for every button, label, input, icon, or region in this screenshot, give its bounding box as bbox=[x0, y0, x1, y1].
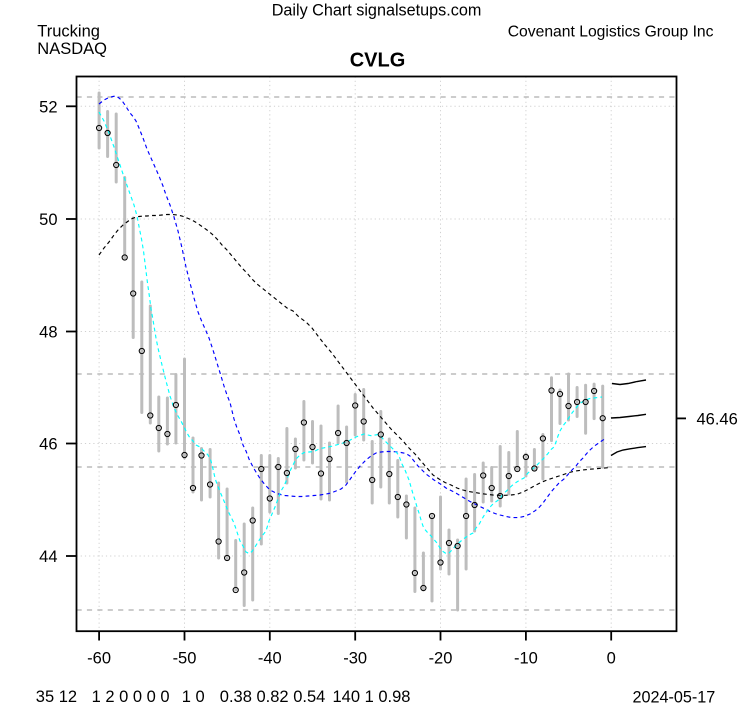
svg-text:0: 0 bbox=[607, 650, 616, 668]
svg-text:Daily Chart signalsetups.com: Daily Chart signalsetups.com bbox=[272, 1, 482, 19]
svg-text:46: 46 bbox=[39, 436, 57, 454]
svg-text:-20: -20 bbox=[429, 650, 453, 668]
svg-text:-30: -30 bbox=[343, 650, 367, 668]
svg-text:Trucking: Trucking bbox=[37, 23, 100, 41]
svg-text:-50: -50 bbox=[173, 650, 197, 668]
svg-text:46.46: 46.46 bbox=[697, 411, 738, 429]
svg-text:35 12: 35 12 bbox=[36, 688, 77, 706]
svg-text:140 1 0.98: 140 1 0.98 bbox=[333, 688, 411, 706]
svg-text:52: 52 bbox=[39, 99, 57, 117]
svg-text:-60: -60 bbox=[87, 650, 111, 668]
svg-text:50: 50 bbox=[39, 211, 57, 229]
svg-text:1 2 0 0 0 0: 1 2 0 0 0 0 bbox=[92, 688, 170, 706]
svg-text:CVLG: CVLG bbox=[350, 49, 406, 71]
svg-text:48: 48 bbox=[39, 324, 57, 342]
svg-text:44: 44 bbox=[39, 548, 57, 566]
svg-text:2024-05-17: 2024-05-17 bbox=[633, 688, 716, 706]
svg-text:Covenant Logistics Group Inc: Covenant Logistics Group Inc bbox=[508, 24, 714, 41]
svg-text:0.38 0.82 0.54: 0.38 0.82 0.54 bbox=[220, 688, 326, 706]
svg-text:1 0: 1 0 bbox=[182, 688, 205, 706]
svg-text:NASDAQ: NASDAQ bbox=[37, 40, 107, 58]
svg-text:-10: -10 bbox=[514, 650, 538, 668]
svg-text:-40: -40 bbox=[258, 650, 282, 668]
